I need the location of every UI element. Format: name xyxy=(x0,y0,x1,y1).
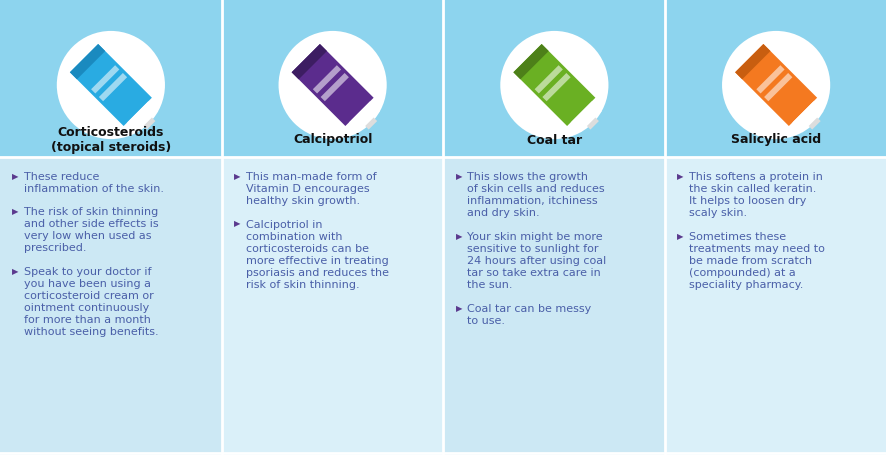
Polygon shape xyxy=(763,74,791,102)
Circle shape xyxy=(723,34,828,138)
FancyBboxPatch shape xyxy=(0,157,222,455)
Polygon shape xyxy=(144,118,155,130)
Text: This slows the growth
of skin cells and reduces
inflammation, itchiness
and dry : This slows the growth of skin cells and … xyxy=(467,172,604,217)
Polygon shape xyxy=(808,118,820,130)
Circle shape xyxy=(501,34,606,138)
Polygon shape xyxy=(791,102,822,133)
Polygon shape xyxy=(756,66,784,94)
Polygon shape xyxy=(541,74,570,102)
Polygon shape xyxy=(534,66,563,94)
Text: ▶: ▶ xyxy=(455,172,462,181)
Text: ▶: ▶ xyxy=(234,172,240,181)
Text: Coal tar can be messy
to use.: Coal tar can be messy to use. xyxy=(467,304,591,326)
Circle shape xyxy=(280,34,385,138)
Text: ▶: ▶ xyxy=(12,267,19,275)
Text: ▶: ▶ xyxy=(455,304,462,313)
Text: This softens a protein in
the skin called keratin.
It helps to loosen dry
scaly : This softens a protein in the skin calle… xyxy=(688,172,822,217)
Polygon shape xyxy=(70,45,105,80)
Text: Speak to your doctor if
you have been using a
corticosteroid cream or
ointment c: Speak to your doctor if you have been us… xyxy=(24,267,159,336)
Polygon shape xyxy=(513,45,548,80)
Polygon shape xyxy=(91,66,120,94)
Text: Corticosteroids
(topical steroids): Corticosteroids (topical steroids) xyxy=(51,125,171,154)
Text: These reduce
inflammation of the skin.: These reduce inflammation of the skin. xyxy=(24,172,164,193)
Polygon shape xyxy=(98,74,127,102)
Polygon shape xyxy=(70,45,152,127)
Polygon shape xyxy=(734,45,770,80)
Text: ▶: ▶ xyxy=(455,232,462,241)
Polygon shape xyxy=(127,102,158,133)
Text: ▶: ▶ xyxy=(12,207,19,216)
FancyBboxPatch shape xyxy=(664,0,886,157)
Text: ▶: ▶ xyxy=(677,232,683,241)
Polygon shape xyxy=(313,66,341,94)
FancyBboxPatch shape xyxy=(222,0,443,157)
Polygon shape xyxy=(587,118,598,130)
Circle shape xyxy=(58,34,163,138)
Text: Calcipotriol in
combination with
corticosteroids can be
more effective in treati: Calcipotriol in combination with cortico… xyxy=(245,219,388,289)
Polygon shape xyxy=(570,102,601,133)
Text: This man-made form of
Vitamin D encourages
healthy skin growth.: This man-made form of Vitamin D encourag… xyxy=(245,172,376,206)
Polygon shape xyxy=(291,45,327,80)
Text: Your skin might be more
sensitive to sunlight for
24 hours after using coal
tar : Your skin might be more sensitive to sun… xyxy=(467,232,606,289)
Text: Sometimes these
treatments may need to
be made from scratch
(compounded) at a
sp: Sometimes these treatments may need to b… xyxy=(688,232,824,289)
FancyBboxPatch shape xyxy=(664,157,886,455)
Polygon shape xyxy=(365,118,377,130)
FancyBboxPatch shape xyxy=(222,157,443,455)
Polygon shape xyxy=(291,45,373,127)
FancyBboxPatch shape xyxy=(0,0,222,157)
Polygon shape xyxy=(320,74,348,102)
Text: The risk of skin thinning
and other side effects is
very low when used as
prescr: The risk of skin thinning and other side… xyxy=(24,207,159,253)
Text: ▶: ▶ xyxy=(234,219,240,228)
Text: Salicylic acid: Salicylic acid xyxy=(730,133,820,146)
Polygon shape xyxy=(348,102,379,133)
Polygon shape xyxy=(734,45,816,127)
Polygon shape xyxy=(513,45,595,127)
FancyBboxPatch shape xyxy=(443,157,664,455)
Text: Coal tar: Coal tar xyxy=(526,133,581,146)
Text: Calcipotriol: Calcipotriol xyxy=(292,133,372,146)
FancyBboxPatch shape xyxy=(443,0,664,157)
Text: ▶: ▶ xyxy=(677,172,683,181)
Text: ▶: ▶ xyxy=(12,172,19,181)
